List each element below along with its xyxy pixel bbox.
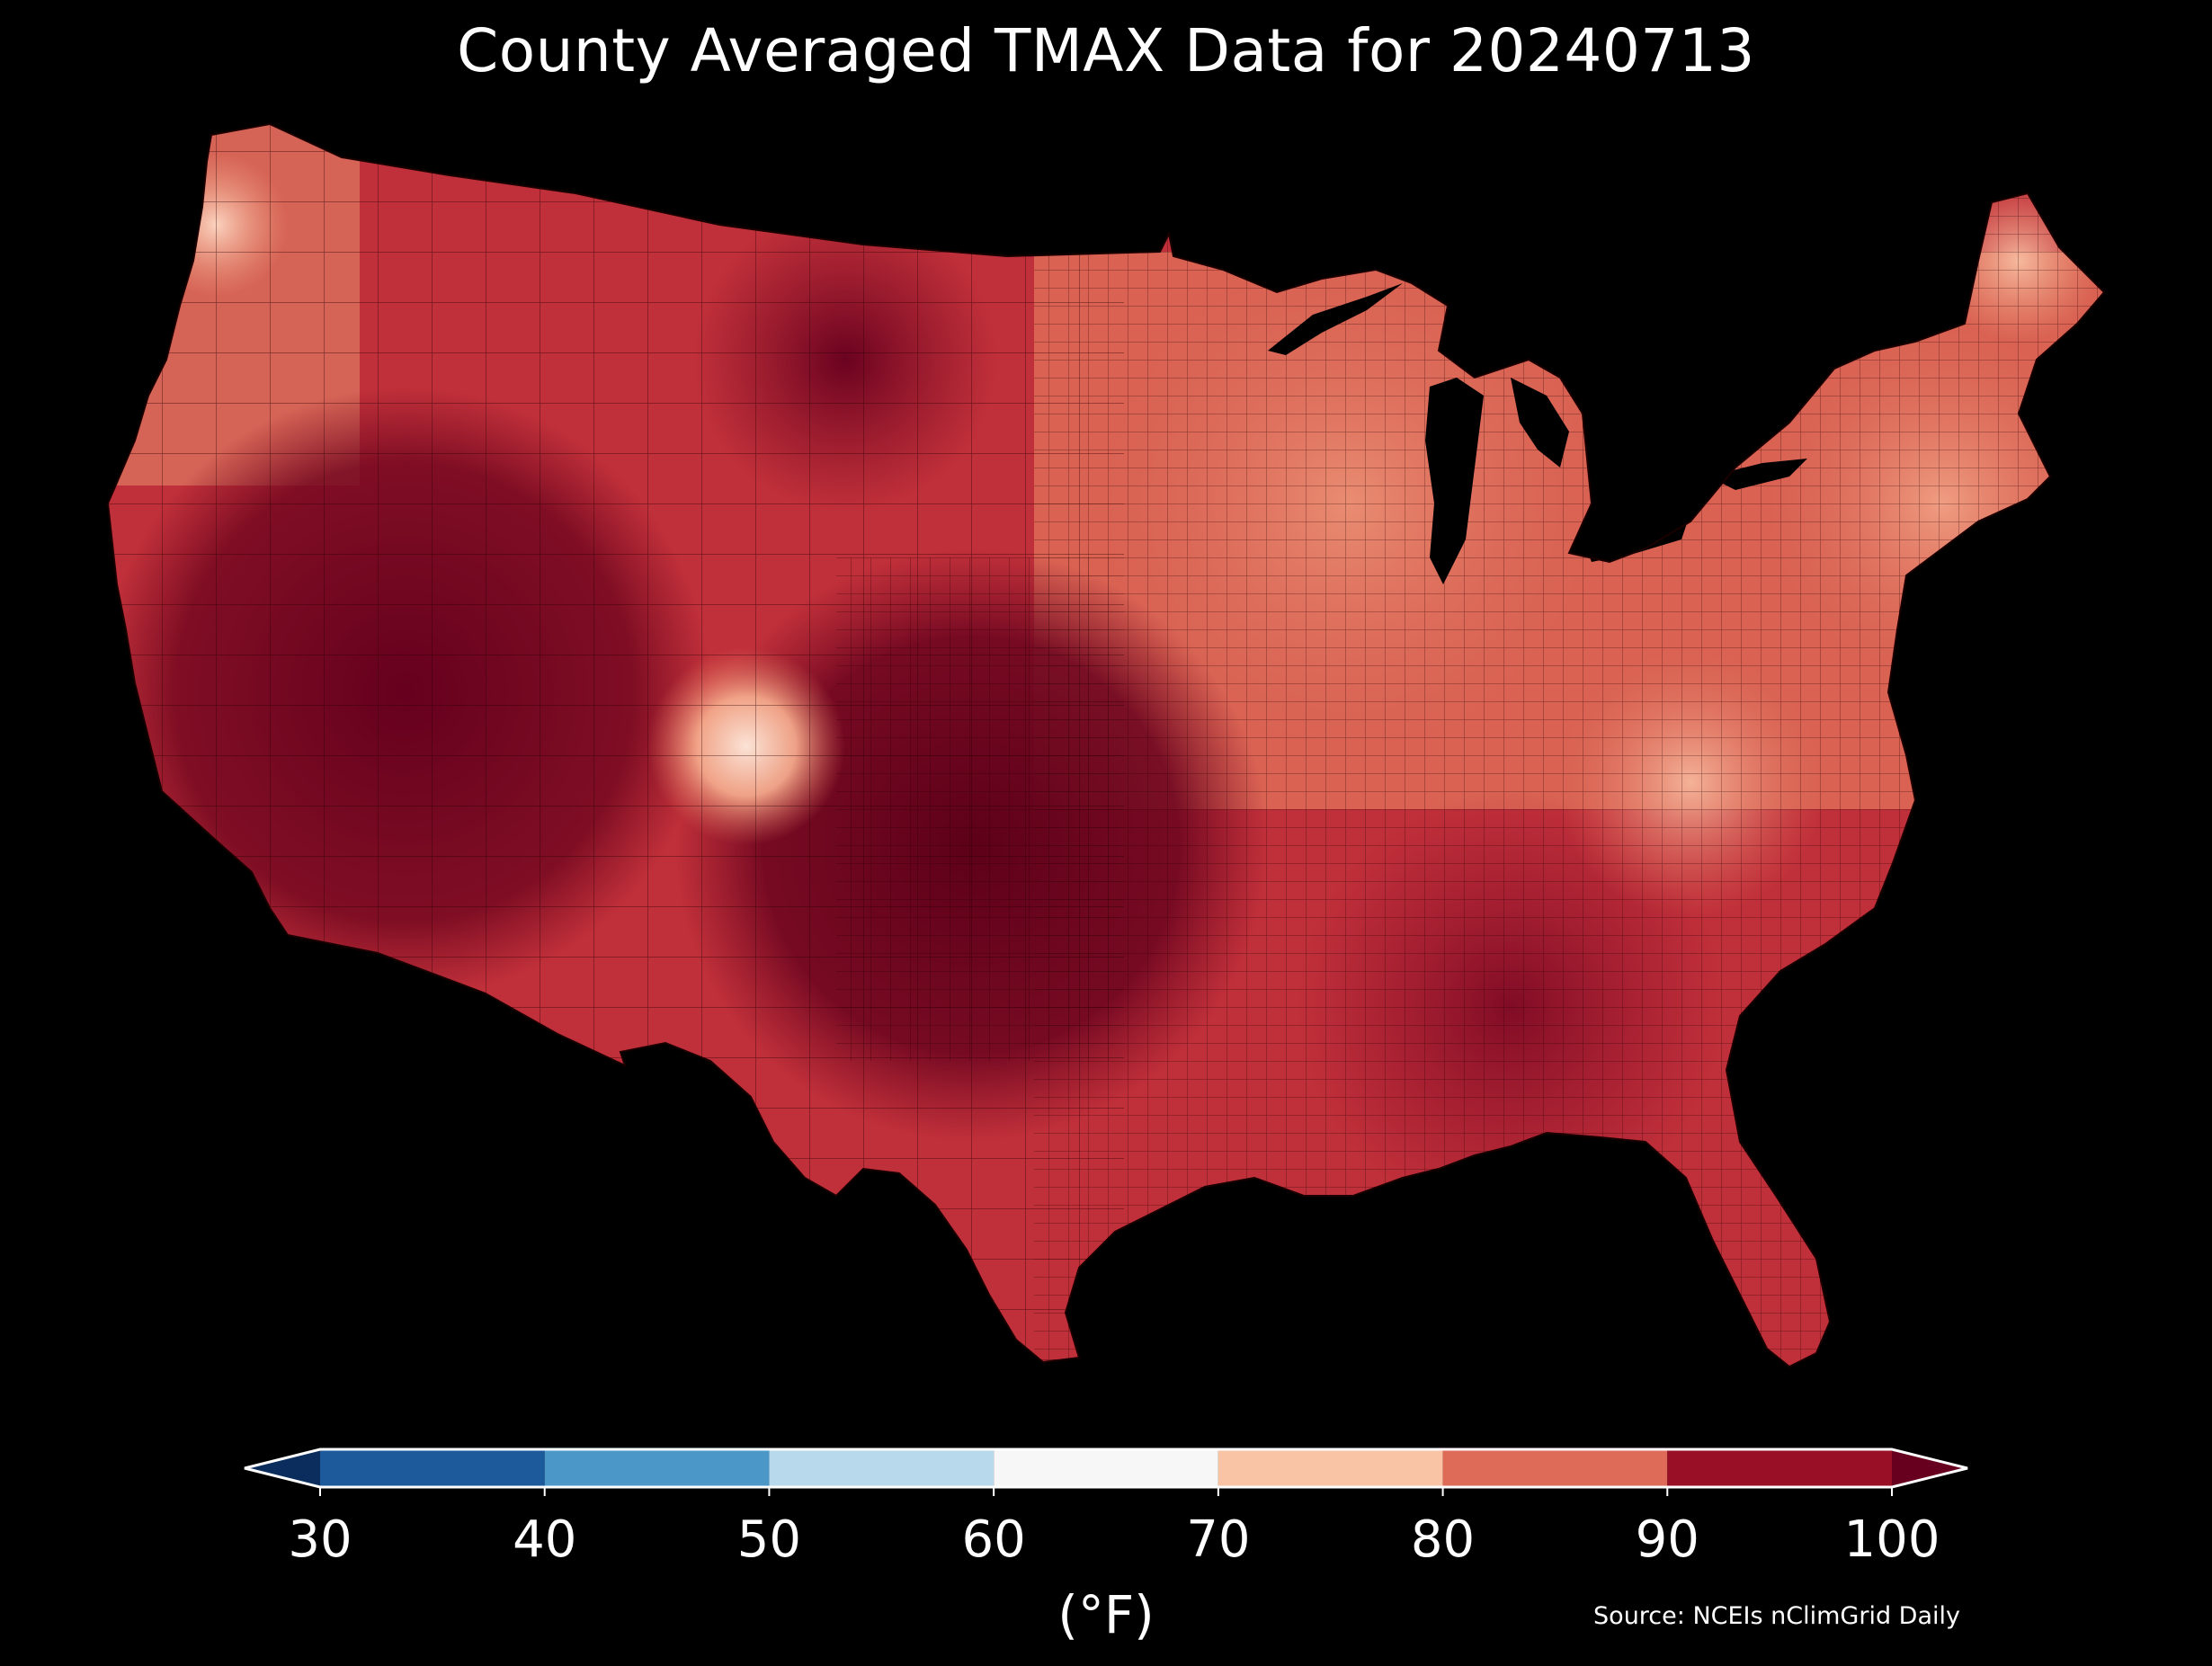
colorbar-tick-label-100: 100 (1843, 1510, 1940, 1569)
colorbar-tick-label-70: 70 (1186, 1510, 1251, 1569)
colorbar-unit-label: (°F) (1057, 1584, 1155, 1645)
colorbar-bin-30-40 (320, 1449, 545, 1487)
great-lakes (1268, 283, 1807, 584)
source-attribution: Source: NCEIs nClimGrid Daily (1593, 1602, 1960, 1630)
colorbar (244, 1448, 1968, 1496)
county-borders-plains (836, 557, 1124, 1061)
lake-huron (1511, 378, 1569, 468)
colorbar-bin-70-80 (1217, 1449, 1443, 1487)
map-title: County Averaged TMAX Data for 20240713 (457, 16, 1755, 85)
colorbar-bin-40-50 (544, 1449, 770, 1487)
county-borders-east (1034, 124, 2104, 1367)
colorbar-tick-label-50: 50 (736, 1510, 802, 1569)
colorbar-under-extension (245, 1449, 320, 1487)
lake-ontario (1708, 459, 1807, 490)
us-outline (106, 122, 2106, 1368)
lake-erie (1583, 512, 1690, 562)
colorbar-over-extension (1892, 1449, 1967, 1487)
colorbar-tick-label-60: 60 (961, 1510, 1026, 1569)
colorbar-tick-label-30: 30 (288, 1510, 352, 1569)
lake-superior (1268, 283, 1403, 355)
colorbar-tick-label-90: 90 (1635, 1510, 1699, 1569)
lake-michigan (1425, 378, 1484, 584)
county-fill-layer (108, 124, 2104, 1367)
colorbar-bin-90-100 (1667, 1449, 1892, 1487)
colorbar-bin-50-60 (769, 1449, 995, 1487)
colorbar-tick-label-40: 40 (513, 1510, 577, 1569)
colorbar-tick-label-80: 80 (1410, 1510, 1476, 1569)
colorbar-bin-80-90 (1442, 1449, 1668, 1487)
colorbar-bin-60-70 (994, 1449, 1218, 1487)
